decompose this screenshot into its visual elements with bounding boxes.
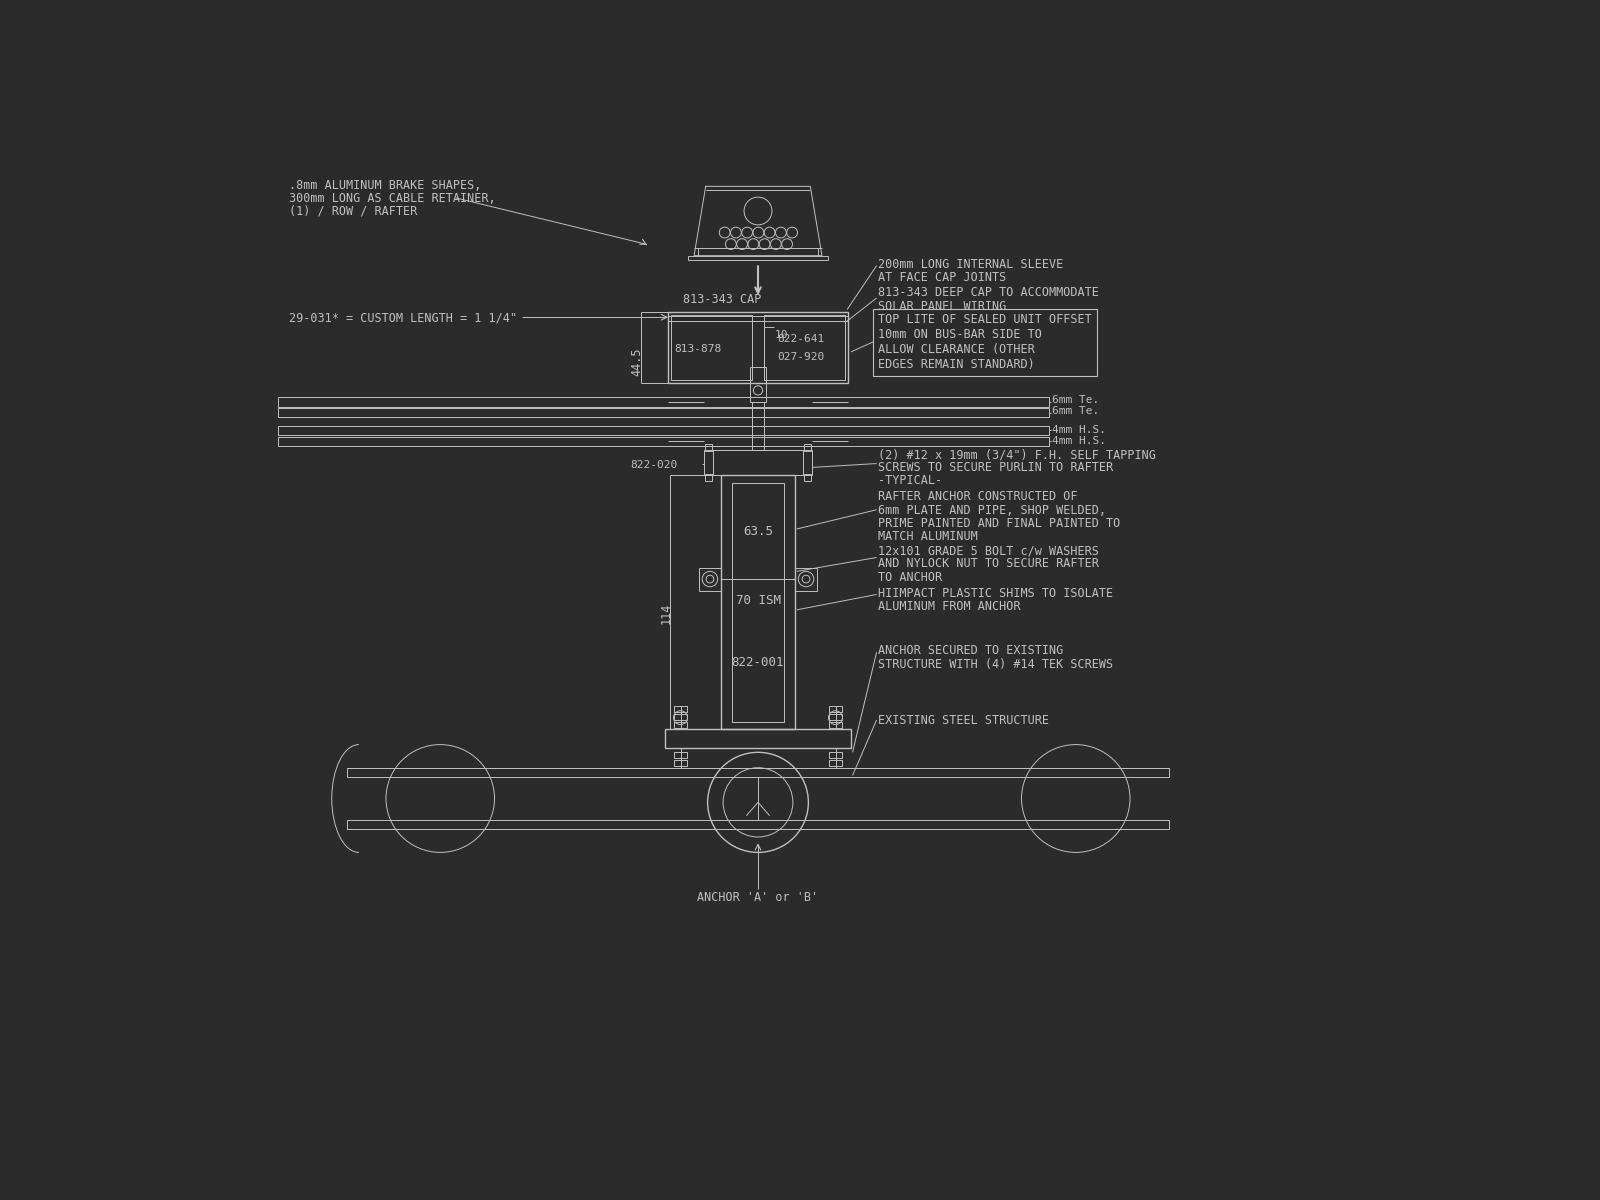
- Text: 63.5: 63.5: [742, 526, 773, 538]
- Text: 813-878: 813-878: [674, 344, 722, 354]
- Text: 822-020: 822-020: [630, 460, 677, 469]
- Text: STRUCTURE WITH (4) #14 TEK SCREWS: STRUCTURE WITH (4) #14 TEK SCREWS: [878, 658, 1114, 671]
- Bar: [277, 437, 1048, 446]
- Bar: [666, 730, 851, 749]
- Text: -TYPICAL-: -TYPICAL-: [878, 474, 942, 487]
- Text: SCREWS TO SECURE PURLIN TO RAFTER: SCREWS TO SECURE PURLIN TO RAFTER: [878, 461, 1114, 474]
- Text: .8mm ALUMINUM BRAKE SHAPES,: .8mm ALUMINUM BRAKE SHAPES,: [290, 179, 482, 192]
- Bar: [674, 752, 686, 758]
- Text: ALUMINUM FROM ANCHOR: ALUMINUM FROM ANCHOR: [878, 600, 1021, 613]
- Bar: [829, 752, 842, 758]
- Text: PRIME PAINTED AND FINAL PAINTED TO: PRIME PAINTED AND FINAL PAINTED TO: [878, 517, 1120, 529]
- Bar: [714, 450, 803, 475]
- Text: 12x101 GRADE 5 BOLT c/w WASHERS: 12x101 GRADE 5 BOLT c/w WASHERS: [878, 545, 1099, 557]
- Text: 813-343 DEEP CAP TO ACCOMMODATE: 813-343 DEEP CAP TO ACCOMMODATE: [878, 287, 1099, 300]
- Text: 10: 10: [774, 330, 789, 340]
- Text: 6mm Te.: 6mm Te.: [1053, 406, 1099, 416]
- Text: RAFTER ANCHOR CONSTRUCTED OF: RAFTER ANCHOR CONSTRUCTED OF: [878, 491, 1078, 504]
- Bar: [277, 408, 1048, 418]
- Bar: [750, 367, 766, 402]
- Text: ANCHOR 'A' or 'B': ANCHOR 'A' or 'B': [698, 890, 819, 904]
- Text: 6mm Te.: 6mm Te.: [1053, 395, 1099, 404]
- Text: 4mm H.S.: 4mm H.S.: [1053, 437, 1107, 446]
- Bar: [829, 721, 842, 727]
- Text: ANCHOR SECURED TO EXISTING: ANCHOR SECURED TO EXISTING: [878, 644, 1064, 658]
- Bar: [704, 450, 813, 475]
- Text: 813-343 CAP: 813-343 CAP: [683, 293, 762, 306]
- Bar: [731, 482, 784, 721]
- Text: 6mm PLATE AND PIPE, SHOP WELDED,: 6mm PLATE AND PIPE, SHOP WELDED,: [878, 504, 1106, 516]
- Text: 822-641: 822-641: [778, 334, 824, 344]
- Text: 027-920: 027-920: [778, 352, 824, 362]
- Bar: [347, 820, 1168, 829]
- Text: 70 ISM: 70 ISM: [736, 594, 781, 607]
- Bar: [722, 475, 795, 730]
- Bar: [669, 312, 848, 383]
- Bar: [674, 714, 686, 720]
- Bar: [829, 760, 842, 766]
- Text: 300mm LONG AS CABLE RETAINER,: 300mm LONG AS CABLE RETAINER,: [290, 192, 496, 205]
- Bar: [765, 314, 845, 379]
- Text: EXISTING STEEL STRUCTURE: EXISTING STEEL STRUCTURE: [878, 714, 1050, 727]
- Bar: [829, 706, 842, 713]
- Text: TO ANCHOR: TO ANCHOR: [878, 570, 942, 583]
- Bar: [674, 721, 686, 727]
- Bar: [277, 426, 1048, 436]
- Bar: [674, 706, 686, 713]
- Text: AND NYLOCK NUT TO SECURE RAFTER: AND NYLOCK NUT TO SECURE RAFTER: [878, 558, 1099, 570]
- Text: 114: 114: [661, 602, 674, 624]
- Bar: [803, 444, 811, 451]
- Text: 822-001: 822-001: [731, 656, 784, 670]
- Text: (2) #12 x 19mm (3/4") F.H. SELF TAPPING: (2) #12 x 19mm (3/4") F.H. SELF TAPPING: [878, 448, 1155, 461]
- Text: 4mm H.S.: 4mm H.S.: [1053, 425, 1107, 434]
- Text: TOP LITE OF SEALED UNIT OFFSET
10mm ON BUS-BAR SIDE TO
ALLOW CLEARANCE (OTHER
ED: TOP LITE OF SEALED UNIT OFFSET 10mm ON B…: [878, 313, 1091, 371]
- Bar: [795, 568, 818, 590]
- Text: (1) / ROW / RAFTER: (1) / ROW / RAFTER: [290, 205, 418, 218]
- Bar: [704, 444, 712, 451]
- Text: MATCH ALUMINUM: MATCH ALUMINUM: [878, 529, 978, 542]
- Bar: [829, 714, 842, 720]
- Text: AT FACE CAP JOINTS: AT FACE CAP JOINTS: [878, 271, 1006, 284]
- Bar: [699, 568, 722, 590]
- Bar: [672, 314, 752, 379]
- Text: 29-031* = CUSTOM LENGTH = 1 1/4": 29-031* = CUSTOM LENGTH = 1 1/4": [290, 312, 517, 325]
- Text: 44.5: 44.5: [630, 347, 643, 376]
- Bar: [347, 768, 1168, 776]
- Text: SOLAR PANEL WIRING: SOLAR PANEL WIRING: [878, 300, 1006, 312]
- Bar: [704, 474, 712, 481]
- Bar: [277, 397, 1048, 407]
- Bar: [674, 760, 686, 766]
- Text: 200mm LONG INTERNAL SLEEVE: 200mm LONG INTERNAL SLEEVE: [878, 258, 1064, 271]
- Bar: [803, 474, 811, 481]
- Text: HIIMPACT PLASTIC SHIMS TO ISOLATE: HIIMPACT PLASTIC SHIMS TO ISOLATE: [878, 587, 1114, 600]
